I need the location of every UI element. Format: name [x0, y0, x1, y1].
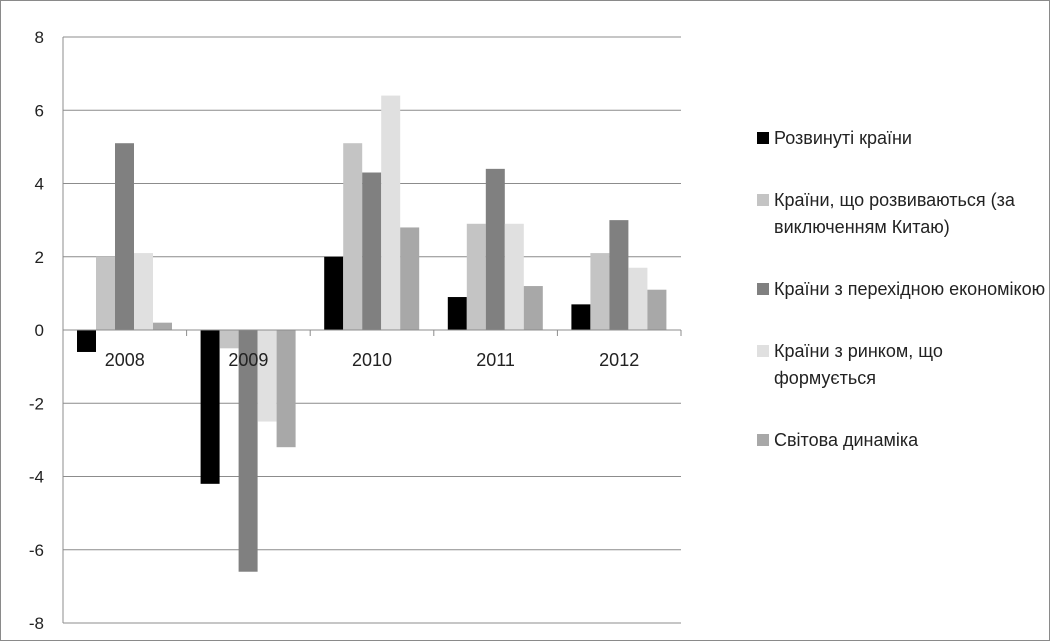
legend-label: Розвинуті країни: [774, 128, 912, 148]
bar: [381, 95, 401, 330]
x-category-label: 2009: [228, 350, 268, 370]
bar: [257, 330, 277, 422]
x-axis: [62, 37, 682, 623]
legend-swatch: [757, 283, 769, 295]
bar: [219, 330, 239, 349]
y-tick-label: -2: [29, 394, 44, 413]
bar: [609, 220, 629, 330]
bar: [77, 330, 96, 352]
bar: [590, 253, 610, 330]
legend-label: Світова динаміка: [774, 430, 919, 450]
y-tick-label: -6: [29, 541, 44, 560]
legend: Розвинуті країни Країни, що розвиваються…: [757, 125, 1049, 489]
bar: [485, 168, 505, 330]
bar: [200, 330, 220, 484]
legend-label: Країни з ринком, що формується: [774, 341, 943, 388]
legend-swatch: [757, 345, 769, 357]
legend-swatch: [757, 132, 769, 144]
y-axis-ticks: 8 6 4 2 0 -2 -4 -6 -8: [29, 28, 44, 633]
y-tick-label: -8: [29, 614, 44, 633]
y-tick-label: 4: [35, 175, 44, 194]
bar: [324, 256, 344, 330]
legend-label: Країни, що розвиваються (за виключенням …: [774, 190, 1015, 237]
legend-swatch: [757, 194, 769, 206]
bar: [647, 289, 667, 330]
bar: [400, 227, 420, 330]
x-category-label: 2011: [476, 350, 515, 370]
bar: [134, 253, 153, 330]
y-tick-label: 2: [35, 248, 44, 267]
bars: [77, 95, 667, 572]
legend-item-developed: Розвинуті країни: [757, 125, 1049, 152]
legend-swatch: [757, 434, 769, 446]
legend-item-developing: Країни, що розвиваються (за виключенням …: [757, 187, 1049, 241]
bar: [504, 223, 524, 330]
legend-item-emerging: Країни з ринком, що формується: [757, 338, 1049, 392]
bar: [447, 297, 467, 330]
bar: [523, 286, 543, 330]
bar: [362, 172, 382, 330]
bar: [153, 322, 172, 330]
x-category-label: 2010: [352, 350, 392, 370]
bar: [238, 330, 258, 572]
legend-label: Країни з перехідною економікою: [774, 279, 1046, 299]
bar: [628, 267, 648, 330]
plot-area: 8 6 4 2 0 -2 -4 -6 -8 2008 2009 2010 2011 2012: [29, 28, 682, 633]
bar: [276, 330, 296, 448]
bar: [343, 143, 363, 330]
legend-item-world: Світова динаміка: [757, 427, 1049, 454]
bar: [571, 304, 591, 330]
x-category-label: 2012: [599, 350, 639, 370]
legend-item-transition: Країни з перехідною економікою: [757, 276, 1049, 303]
bar: [466, 223, 486, 330]
x-axis-labels: 2008 2009 2010 2011 2012: [105, 350, 639, 370]
bar: [96, 256, 115, 330]
x-category-label: 2008: [105, 350, 145, 370]
y-tick-label: 8: [35, 28, 44, 47]
y-tick-label: -4: [29, 468, 44, 487]
y-tick-label: 6: [35, 101, 44, 120]
y-tick-label: 0: [35, 321, 44, 340]
bar: [115, 143, 134, 330]
